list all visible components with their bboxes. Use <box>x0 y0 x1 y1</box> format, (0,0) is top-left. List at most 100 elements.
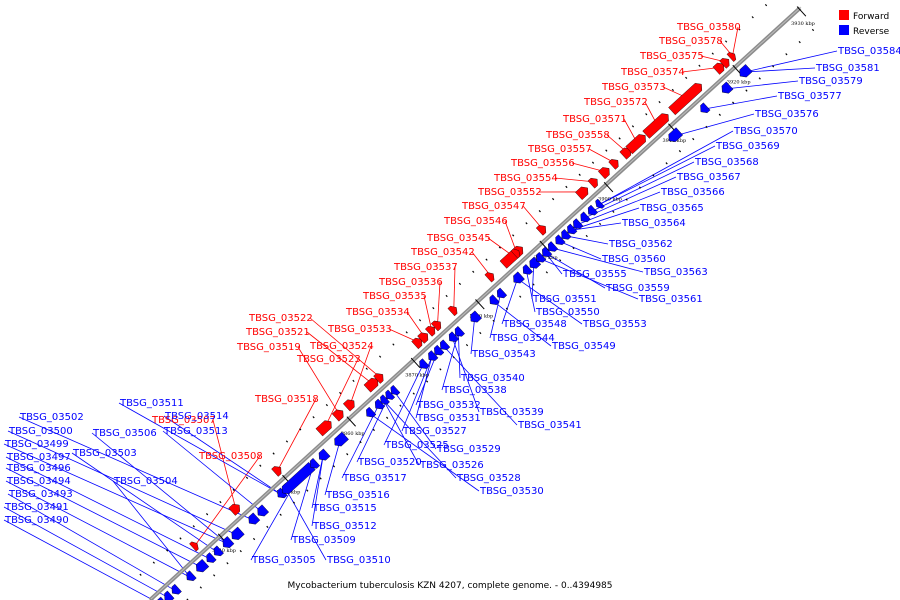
reverse-gene[interactable] <box>390 384 401 396</box>
leader-line <box>583 176 677 219</box>
reverse-gene[interactable] <box>257 504 270 517</box>
forward-gene[interactable] <box>535 225 547 236</box>
forward-gene[interactable] <box>363 377 379 393</box>
minor-tick <box>199 586 202 589</box>
scale-label: 3880 kbp <box>470 314 494 320</box>
reverse-gene-label: TBSG_03502 <box>19 412 84 423</box>
leader-line <box>501 278 518 325</box>
forward-gene[interactable] <box>575 186 589 200</box>
reverse-gene-label: TBSG_03570 <box>733 126 798 137</box>
reverse-gene[interactable] <box>231 526 245 540</box>
reverse-gene-label: TBSG_03562 <box>608 239 673 250</box>
reverse-gene[interactable] <box>380 394 390 405</box>
reverse-gene[interactable] <box>547 241 559 252</box>
reverse-gene[interactable] <box>496 287 508 299</box>
forward-gene-label: TBSG_03573 <box>601 82 666 93</box>
reverse-gene[interactable] <box>248 512 261 525</box>
forward-gene[interactable] <box>417 332 429 344</box>
reverse-gene[interactable] <box>522 264 534 275</box>
minor-tick <box>285 440 289 443</box>
minor-tick <box>352 379 355 383</box>
reverse-gene-label: TBSG_03576 <box>754 109 819 120</box>
leader-line <box>393 391 437 450</box>
forward-gene[interactable] <box>484 272 495 283</box>
forward-gene[interactable] <box>424 326 436 337</box>
reverse-gene[interactable] <box>513 271 525 284</box>
minor-tick <box>625 198 628 201</box>
reverse-gene[interactable] <box>489 294 500 305</box>
forward-gene[interactable] <box>587 177 598 189</box>
minor-tick <box>272 452 275 455</box>
reverse-gene[interactable] <box>454 325 465 337</box>
forward-gene[interactable] <box>331 409 344 422</box>
reverse-gene[interactable] <box>334 431 349 447</box>
reverse-gene[interactable] <box>595 198 605 209</box>
reverse-gene-label: TBSG_03550 <box>535 307 600 318</box>
reverse-gene-label: TBSG_03520 <box>357 457 422 468</box>
forward-gene[interactable] <box>597 167 610 180</box>
reverse-gene[interactable] <box>171 583 182 595</box>
forward-gene[interactable] <box>228 503 240 516</box>
forward-gene-label: TBSG_03535 <box>362 291 427 302</box>
reverse-gene[interactable] <box>164 590 175 600</box>
reverse-gene[interactable] <box>385 389 396 400</box>
leader-line <box>383 400 420 466</box>
reverse-gene[interactable] <box>419 358 430 369</box>
forward-gene-label: TBSG_03542 <box>410 247 475 258</box>
forward-gene[interactable] <box>430 320 442 332</box>
reverse-gene[interactable] <box>739 64 753 78</box>
forward-gene[interactable] <box>719 58 730 69</box>
reverse-gene[interactable] <box>366 406 377 418</box>
reverse-gene[interactable] <box>281 462 316 495</box>
forward-gene-label: TBSG_03547 <box>461 201 526 212</box>
reverse-gene[interactable] <box>374 398 386 410</box>
reverse-gene[interactable] <box>555 234 566 245</box>
forward-gene[interactable] <box>342 399 355 412</box>
reverse-gene[interactable] <box>567 223 578 235</box>
reverse-gene[interactable] <box>700 102 711 114</box>
forward-gene[interactable] <box>712 62 725 75</box>
forward-gene[interactable] <box>447 305 458 317</box>
reverse-gene[interactable] <box>529 256 542 269</box>
forward-gene[interactable] <box>271 466 282 477</box>
reverse-gene[interactable] <box>580 211 591 223</box>
reverse-gene[interactable] <box>186 570 197 582</box>
reverse-gene[interactable] <box>222 536 235 549</box>
reverse-gene[interactable] <box>573 218 584 229</box>
reverse-gene[interactable] <box>196 558 210 573</box>
reverse-gene[interactable] <box>470 310 482 323</box>
forward-gene[interactable] <box>726 52 737 62</box>
forward-gene[interactable] <box>668 83 703 116</box>
forward-gene[interactable] <box>510 248 521 259</box>
reverse-gene[interactable] <box>428 350 439 361</box>
forward-gene[interactable] <box>642 113 669 139</box>
reverse-gene[interactable] <box>156 596 167 600</box>
reverse-gene[interactable] <box>542 246 553 258</box>
leader-line <box>437 281 441 325</box>
leader-line <box>383 364 424 446</box>
reverse-gene[interactable] <box>206 552 217 563</box>
reverse-gene[interactable] <box>318 448 331 461</box>
reverse-gene[interactable] <box>448 331 460 342</box>
forward-gene[interactable] <box>608 159 619 170</box>
reverse-gene[interactable] <box>536 251 547 263</box>
legend-reverse-label: Reverse <box>853 27 890 37</box>
forward-gene[interactable] <box>373 373 384 384</box>
reverse-gene[interactable] <box>309 457 321 469</box>
reverse-gene[interactable] <box>721 81 734 94</box>
reverse-gene[interactable] <box>440 339 451 351</box>
forward-gene[interactable] <box>411 337 423 350</box>
reverse-gene[interactable] <box>587 204 599 216</box>
forward-gene[interactable] <box>625 134 646 155</box>
scale-label: 3900 kbp <box>598 197 622 203</box>
minor-tick <box>259 464 262 467</box>
forward-gene[interactable] <box>189 541 199 552</box>
forward-gene-label: TBSG_03522 <box>248 313 313 324</box>
reverse-gene[interactable] <box>561 229 572 240</box>
minor-tick <box>485 258 488 261</box>
reverse-gene[interactable] <box>434 344 445 356</box>
reverse-gene[interactable] <box>213 545 224 557</box>
reverse-gene-label: TBSG_03526 <box>419 460 484 471</box>
reverse-gene[interactable] <box>668 127 684 142</box>
forward-gene[interactable] <box>315 420 332 437</box>
